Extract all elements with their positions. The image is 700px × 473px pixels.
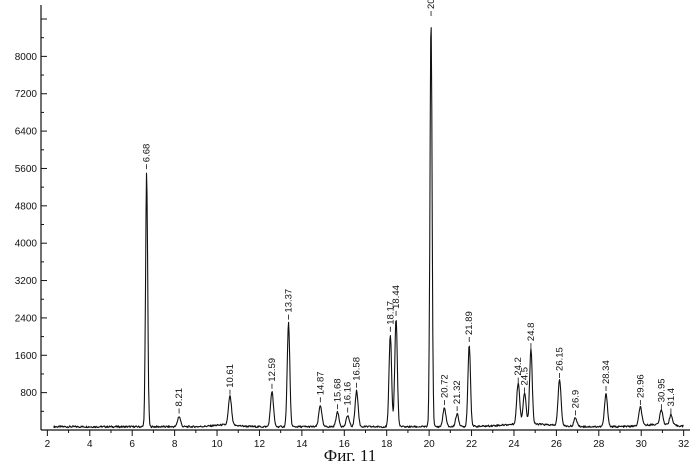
- y-tick-label: 800: [20, 388, 37, 399]
- peak-label: 10.61: [225, 364, 236, 388]
- peak-labels: 6.688.2110.6112.5913.3714.8715.6816.1616…: [142, 0, 677, 415]
- peak-label: 21.89: [464, 311, 475, 335]
- y-tick-label: 4800: [15, 201, 38, 212]
- peak-label: 14.87: [315, 371, 326, 395]
- peak-label: 20.72: [439, 374, 450, 398]
- peak-label: 20.09: [426, 0, 437, 9]
- peak-label: 29.96: [635, 374, 646, 398]
- peak-label: 26.15: [555, 347, 566, 371]
- peak-label: 26.9: [570, 390, 581, 409]
- peak-label: 8.21: [174, 388, 185, 407]
- peak-label: 24.5: [520, 367, 531, 386]
- peak-label: 18.44: [391, 285, 402, 309]
- peak-label: 6.68: [142, 144, 153, 163]
- peak-label: 13.37: [284, 289, 295, 313]
- y-tick-label: 6400: [15, 127, 38, 138]
- peak-label: 12.59: [267, 358, 278, 382]
- y-tick-label: 5600: [15, 164, 38, 175]
- peak-label: 31.4: [666, 388, 677, 407]
- peak-label: 28.34: [601, 360, 612, 384]
- y-tick-label: 7200: [15, 89, 38, 100]
- peak-label: 16.16: [343, 382, 354, 406]
- y-tick-label: 1600: [15, 351, 38, 362]
- trace-group: [54, 28, 684, 428]
- y-tick-label: 2400: [15, 313, 38, 324]
- peak-label: 16.58: [352, 357, 363, 381]
- y-tick-label: 3200: [15, 276, 38, 287]
- diffraction-trace-line: [54, 28, 684, 428]
- figure-caption: Фиг. 11: [0, 446, 700, 466]
- y-tick-label: 4000: [15, 239, 38, 250]
- y-tick-label: 8000: [15, 52, 38, 63]
- peak-label: 24.8: [526, 323, 537, 342]
- peak-label: 21.32: [452, 380, 463, 404]
